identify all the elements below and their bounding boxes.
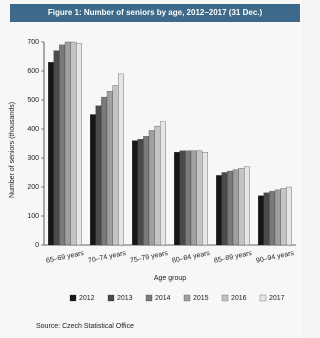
- bar: [138, 139, 144, 245]
- bar: [191, 151, 197, 245]
- bar: [239, 168, 245, 245]
- legend-label: 2014: [155, 295, 171, 302]
- bar: [101, 97, 107, 245]
- bar: [76, 43, 82, 245]
- y-tick-label: 300: [27, 155, 39, 162]
- bar: [174, 152, 180, 245]
- legend-label: 2012: [79, 295, 95, 302]
- bar: [275, 190, 281, 245]
- bar: [118, 74, 124, 245]
- bar: [222, 173, 228, 246]
- bar: [216, 175, 222, 245]
- legend-swatch: [146, 295, 152, 301]
- bar: [155, 126, 161, 245]
- y-tick-label: 700: [27, 39, 39, 46]
- bar: [258, 196, 264, 245]
- y-tick-label: 400: [27, 126, 39, 133]
- bar: [244, 167, 250, 245]
- legend-swatch: [222, 295, 228, 301]
- bar: [113, 86, 119, 246]
- legend-label: 2013: [117, 295, 133, 302]
- chart-title: Figure 1: Number of seniors by age, 2012…: [48, 8, 263, 17]
- x-axis-label: Age group: [154, 275, 186, 282]
- legend-swatch: [70, 295, 76, 301]
- bar: [233, 170, 239, 245]
- y-tick-label: 500: [27, 97, 39, 104]
- bar: [90, 115, 96, 246]
- bar: [48, 62, 54, 245]
- legend-label: 2016: [231, 295, 247, 302]
- bar: [286, 187, 292, 245]
- bar: [71, 42, 77, 245]
- bar: [107, 91, 113, 245]
- legend-swatch: [184, 295, 190, 301]
- bar: [149, 130, 155, 245]
- legend-label: 2017: [269, 295, 285, 302]
- bar: [180, 151, 186, 245]
- legend-swatch: [260, 295, 266, 301]
- source: Source: Czech Statistical Office: [36, 323, 134, 330]
- bar: [143, 136, 149, 245]
- bar: [96, 106, 102, 245]
- y-axis-label: Number of seniors (thousands): [9, 102, 16, 198]
- chart: Figure 1: Number of seniors by age, 2012…: [0, 0, 302, 338]
- bar: [185, 151, 191, 245]
- page: {"chart_data": {"type": "bar", "title": …: [0, 0, 320, 338]
- bar: [269, 191, 275, 245]
- bar: [227, 171, 233, 245]
- bar: [197, 151, 203, 245]
- bar: [160, 122, 166, 245]
- y-tick-label: 600: [27, 68, 39, 75]
- legend-label: 2015: [193, 295, 209, 302]
- legend-swatch: [108, 295, 114, 301]
- bar: [132, 141, 138, 245]
- bar: [65, 42, 71, 245]
- bar: [264, 193, 270, 245]
- y-tick-label: 0: [35, 242, 39, 249]
- bar: [281, 188, 287, 245]
- bar: [59, 45, 65, 245]
- bar: [202, 152, 208, 245]
- y-tick-label: 200: [27, 184, 39, 191]
- bar: [54, 51, 60, 245]
- y-tick-label: 100: [27, 213, 39, 220]
